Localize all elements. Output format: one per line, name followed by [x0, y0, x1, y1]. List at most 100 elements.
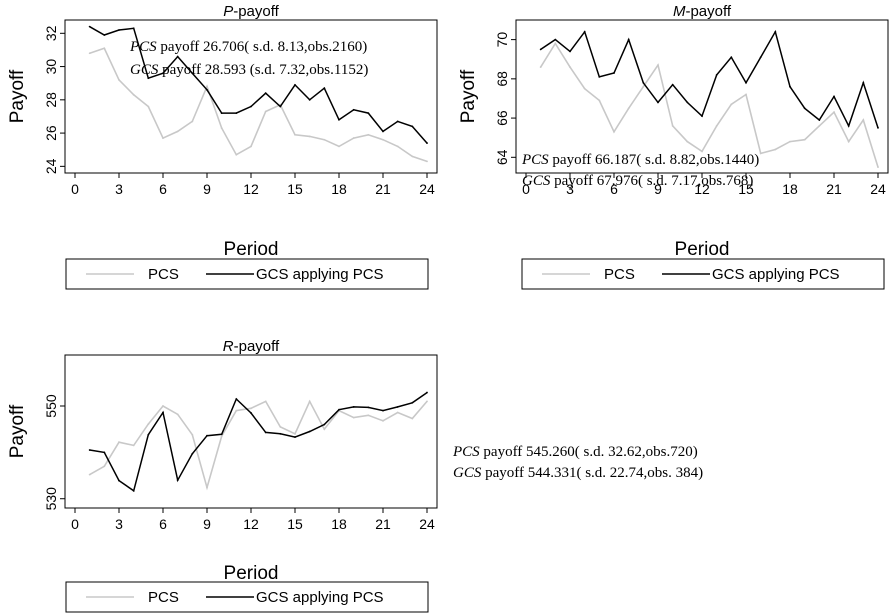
data-point [877, 126, 879, 129]
data-point [396, 411, 399, 414]
annotation-text: payoff 28.593 (s.d. 7.32,obs.1152) [158, 62, 368, 78]
x-tick-label: 21 [375, 181, 391, 197]
data-point [426, 391, 428, 394]
x-tick-label: 12 [243, 516, 259, 532]
data-point [382, 419, 384, 422]
annotation-text: payoff 545.260( s.d. 32.62,obs.720) [480, 444, 698, 460]
annotation-text: payoff 544.331( s.d. 22.74,obs. 384) [481, 465, 703, 481]
y-tick-label: 32 [43, 25, 59, 41]
y-tick-label: 26 [43, 125, 59, 141]
x-tick-label: 15 [287, 181, 303, 197]
x-tick-label: 0 [71, 181, 79, 197]
data-point [411, 155, 414, 158]
data-point [191, 72, 194, 75]
data-point [279, 105, 282, 108]
data-point [539, 48, 542, 51]
data-point [352, 108, 355, 111]
x-tick-label: 15 [738, 181, 754, 197]
data-point [818, 119, 821, 121]
x-tick-label: 15 [287, 516, 303, 532]
data-point [191, 452, 194, 455]
data-point [686, 101, 689, 104]
data-point [308, 430, 311, 433]
legend-box [65, 258, 429, 290]
x-tick-label: 12 [243, 181, 259, 197]
series-line-gcs-applying-pcs [540, 29, 879, 129]
x-tick-label: 18 [331, 516, 347, 532]
legend-label-gcs: GCS applying PCS [256, 266, 384, 283]
y-tick-label: 28 [43, 92, 59, 108]
data-point [162, 405, 164, 407]
x-tick-label: 0 [522, 181, 530, 197]
x-tick-label: 0 [71, 516, 79, 532]
data-point [396, 406, 399, 408]
data-point [176, 55, 179, 58]
x-axis-label: Period [224, 239, 279, 260]
data-point [323, 138, 326, 141]
y-tick-label: 68 [494, 71, 510, 87]
data-point [118, 479, 120, 482]
data-point [338, 118, 340, 121]
data-point [308, 98, 311, 101]
chart-title-rest: -payoff [233, 3, 279, 20]
data-point [862, 81, 865, 84]
data-point [701, 115, 703, 118]
data-point [613, 130, 615, 133]
y-tick-label: 530 [43, 487, 59, 511]
x-tick-label: 9 [654, 181, 662, 197]
data-point [789, 140, 791, 143]
x-tick-label: 6 [159, 181, 167, 197]
annotation-gcs: GCS payoff 28.593 (s.d. 7.32,obs.1152) [130, 62, 368, 78]
data-point [671, 83, 674, 86]
data-point [308, 400, 311, 403]
legend: PCS GCS applying PCS [521, 258, 885, 290]
data-point [715, 74, 718, 76]
data-point [569, 50, 571, 53]
y-tick-label: 30 [43, 59, 59, 75]
data-point [803, 138, 806, 141]
data-point [235, 409, 238, 412]
data-point [382, 409, 384, 412]
annotation-text: payoff 66.187( s.d. 8.82,obs.1440) [549, 152, 760, 168]
data-point [176, 130, 179, 133]
chart-title-rest: -payoff [234, 338, 280, 355]
data-point [426, 160, 428, 163]
series-line-pcs [89, 399, 428, 491]
data-point [382, 138, 384, 141]
data-point [279, 425, 282, 428]
data-point [103, 451, 106, 454]
annotation-pcs: PCS payoff 545.260( s.d. 32.62,obs.720) [452, 444, 698, 460]
annotation-text: payoff 67.976( s.d. 7.17,obs.768) [550, 173, 753, 189]
data-point [627, 38, 630, 41]
data-point [730, 103, 733, 106]
data-point [396, 120, 399, 123]
legend-label-gcs: GCS applying PCS [256, 589, 384, 606]
data-point [132, 93, 135, 96]
chart-title: R-payoff [223, 338, 280, 355]
data-point [613, 72, 615, 74]
data-point [598, 75, 601, 78]
data-point [118, 29, 120, 31]
data-point [294, 436, 296, 438]
annotation-variable: GCS [130, 62, 159, 78]
data-point [132, 444, 135, 447]
legend-label-gcs: GCS applying PCS [712, 266, 840, 283]
annotation-variable: PCS [521, 152, 549, 168]
data-point [627, 107, 630, 110]
legend-label-pcs: PCS [604, 266, 635, 283]
x-tick-label: 6 [159, 516, 167, 532]
data-point [818, 125, 821, 127]
data-point [162, 411, 164, 414]
data-point [642, 81, 645, 84]
data-point [206, 486, 208, 489]
legend-label-pcs: PCS [148, 266, 179, 283]
data-point [583, 87, 586, 90]
data-point [250, 412, 252, 414]
data-point [250, 407, 252, 410]
data-point [426, 142, 428, 144]
series-line-gcs-applying-pcs [89, 391, 428, 493]
data-point [118, 441, 120, 444]
x-tick-label: 18 [782, 181, 798, 197]
data-point [118, 78, 120, 81]
